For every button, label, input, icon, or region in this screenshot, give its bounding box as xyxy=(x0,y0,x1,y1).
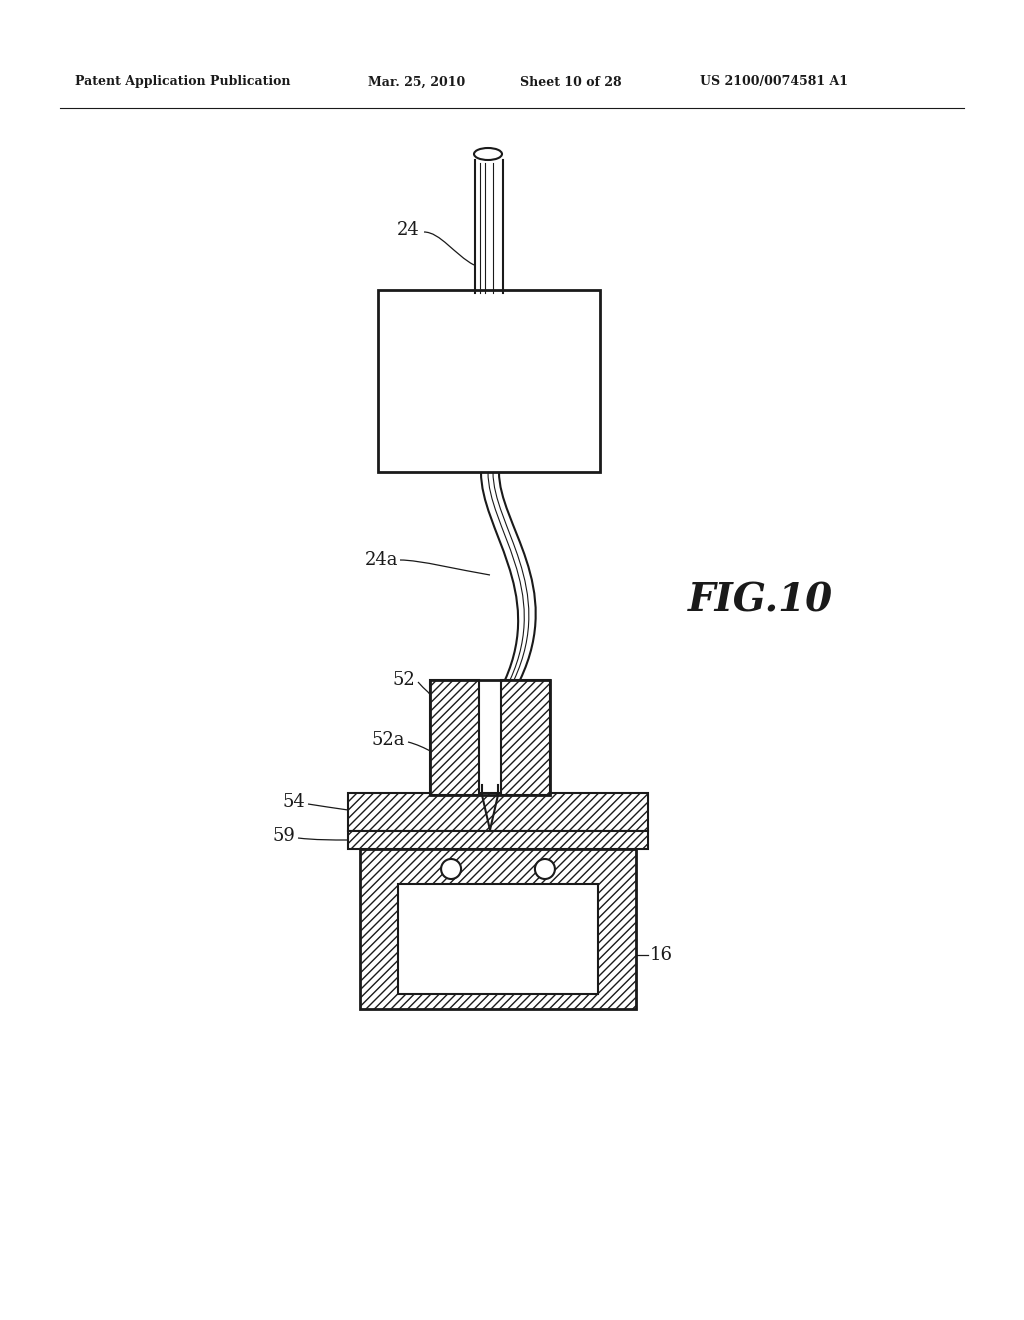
Bar xyxy=(430,680,550,795)
Bar xyxy=(348,793,648,832)
Ellipse shape xyxy=(474,148,502,160)
Text: US 2100/0074581 A1: US 2100/0074581 A1 xyxy=(700,75,848,88)
Bar xyxy=(398,884,598,994)
Text: 52: 52 xyxy=(392,671,415,689)
Text: 59: 59 xyxy=(272,828,295,845)
Text: Mar. 25, 2010: Mar. 25, 2010 xyxy=(368,75,465,88)
Text: 16: 16 xyxy=(650,946,673,964)
Circle shape xyxy=(535,859,555,879)
Text: 54: 54 xyxy=(283,793,305,810)
Text: 24a: 24a xyxy=(365,550,398,569)
Text: FIG.10: FIG.10 xyxy=(687,581,833,619)
Text: Sheet 10 of 28: Sheet 10 of 28 xyxy=(520,75,622,88)
Bar xyxy=(430,680,479,795)
Text: Patent Application Publication: Patent Application Publication xyxy=(75,75,291,88)
Bar xyxy=(348,832,648,849)
Bar xyxy=(378,290,600,473)
Circle shape xyxy=(441,859,461,879)
Bar xyxy=(501,680,550,795)
Text: 24: 24 xyxy=(397,220,420,239)
Text: 52a: 52a xyxy=(372,731,406,748)
Bar xyxy=(360,849,636,1008)
